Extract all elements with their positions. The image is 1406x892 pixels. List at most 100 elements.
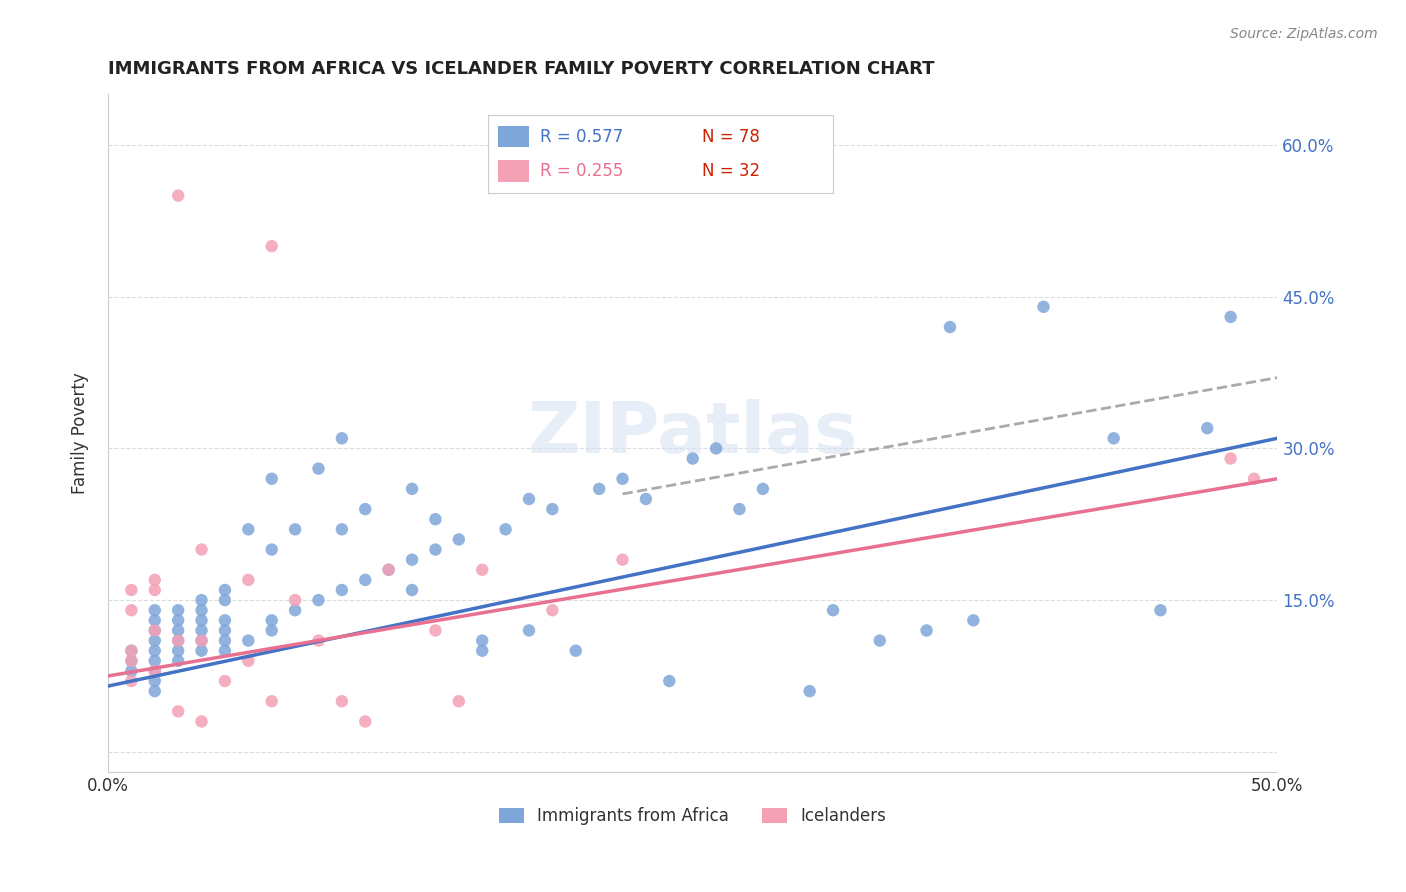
- Point: [541, 603, 564, 617]
- Point: [517, 624, 540, 638]
- Point: [284, 522, 307, 536]
- Point: [354, 714, 377, 729]
- Point: [143, 673, 166, 688]
- Point: [143, 643, 166, 657]
- Point: [190, 633, 212, 648]
- Point: [214, 582, 236, 597]
- Point: [612, 552, 634, 566]
- Point: [284, 603, 307, 617]
- Point: [612, 472, 634, 486]
- Point: [517, 491, 540, 506]
- Point: [167, 603, 190, 617]
- Point: [401, 552, 423, 566]
- Point: [330, 431, 353, 445]
- Point: [120, 643, 142, 657]
- Point: [308, 593, 330, 607]
- Point: [167, 188, 190, 202]
- Text: Source: ZipAtlas.com: Source: ZipAtlas.com: [1230, 27, 1378, 41]
- Point: [1032, 300, 1054, 314]
- Point: [190, 603, 212, 617]
- Point: [564, 643, 586, 657]
- Y-axis label: Family Poverty: Family Poverty: [72, 372, 89, 494]
- Point: [190, 714, 212, 729]
- Point: [471, 633, 494, 648]
- Point: [214, 593, 236, 607]
- Point: [238, 633, 260, 648]
- Point: [143, 633, 166, 648]
- Point: [284, 593, 307, 607]
- Point: [330, 522, 353, 536]
- Point: [447, 694, 470, 708]
- Point: [425, 542, 447, 557]
- Point: [541, 502, 564, 516]
- Point: [190, 624, 212, 638]
- Point: [120, 654, 142, 668]
- Point: [1197, 421, 1219, 435]
- Point: [634, 491, 657, 506]
- Point: [330, 582, 353, 597]
- Point: [260, 694, 283, 708]
- Point: [143, 573, 166, 587]
- Point: [377, 563, 399, 577]
- Point: [821, 603, 844, 617]
- Point: [728, 502, 751, 516]
- Point: [238, 573, 260, 587]
- Point: [658, 673, 681, 688]
- Point: [962, 613, 984, 627]
- Point: [143, 654, 166, 668]
- Point: [143, 624, 166, 638]
- Point: [425, 624, 447, 638]
- Point: [190, 613, 212, 627]
- Point: [682, 451, 704, 466]
- Point: [214, 643, 236, 657]
- Point: [1102, 431, 1125, 445]
- Point: [143, 624, 166, 638]
- Point: [1219, 310, 1241, 324]
- Point: [704, 442, 727, 456]
- Point: [214, 613, 236, 627]
- Point: [143, 684, 166, 698]
- Point: [190, 542, 212, 557]
- Legend: Immigrants from Africa, Icelanders: Immigrants from Africa, Icelanders: [492, 800, 893, 831]
- Point: [190, 633, 212, 648]
- Point: [120, 673, 142, 688]
- Point: [120, 643, 142, 657]
- Point: [260, 624, 283, 638]
- Point: [167, 654, 190, 668]
- Point: [120, 654, 142, 668]
- Point: [588, 482, 610, 496]
- Point: [354, 573, 377, 587]
- Point: [1149, 603, 1171, 617]
- Point: [167, 704, 190, 718]
- Point: [167, 624, 190, 638]
- Point: [939, 320, 962, 334]
- Point: [167, 643, 190, 657]
- Point: [471, 563, 494, 577]
- Point: [120, 582, 142, 597]
- Point: [260, 542, 283, 557]
- Point: [167, 633, 190, 648]
- Text: IMMIGRANTS FROM AFRICA VS ICELANDER FAMILY POVERTY CORRELATION CHART: IMMIGRANTS FROM AFRICA VS ICELANDER FAMI…: [108, 60, 935, 78]
- Point: [354, 502, 377, 516]
- Point: [143, 664, 166, 678]
- Point: [495, 522, 517, 536]
- Point: [799, 684, 821, 698]
- Point: [238, 522, 260, 536]
- Text: ZIPatlas: ZIPatlas: [527, 399, 858, 467]
- Point: [214, 624, 236, 638]
- Point: [120, 603, 142, 617]
- Point: [214, 633, 236, 648]
- Point: [308, 461, 330, 475]
- Point: [1243, 472, 1265, 486]
- Point: [260, 472, 283, 486]
- Point: [1219, 451, 1241, 466]
- Point: [143, 603, 166, 617]
- Point: [167, 633, 190, 648]
- Point: [120, 664, 142, 678]
- Point: [377, 563, 399, 577]
- Point: [143, 582, 166, 597]
- Point: [869, 633, 891, 648]
- Point: [447, 533, 470, 547]
- Point: [401, 482, 423, 496]
- Point: [471, 643, 494, 657]
